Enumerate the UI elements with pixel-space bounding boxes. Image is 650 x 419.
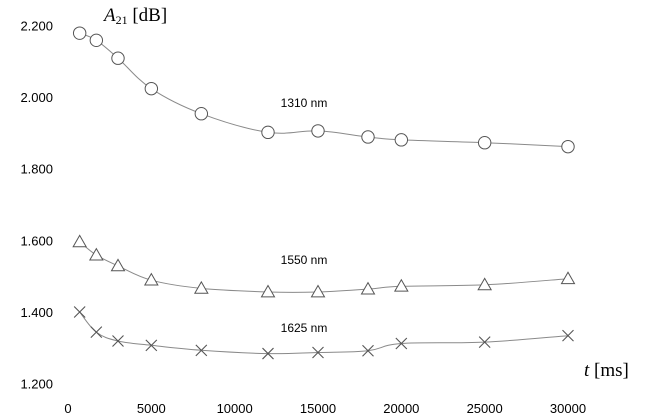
x-tick-label: 15000 <box>300 401 336 416</box>
y-axis-unit: [dB] <box>128 5 168 26</box>
y-axis-symbol: A <box>102 5 116 26</box>
data-point-circle <box>261 125 275 140</box>
data-point-triangle <box>477 277 493 291</box>
data-point-triangle <box>88 247 104 261</box>
series-label: 1625 nm <box>281 321 328 335</box>
data-point-cross <box>112 335 124 347</box>
data-point-circle <box>194 107 209 121</box>
x-tick-label: 30000 <box>550 401 586 416</box>
data-point-circle <box>72 26 87 40</box>
series-label: 1310 nm <box>281 96 328 110</box>
data-point-triangle <box>143 272 159 286</box>
series-line <box>79 311 569 355</box>
x-axis-symbol: t <box>584 360 590 381</box>
x-axis-ticks: 0 5000 10000 15000 20000 25000 30000 <box>64 401 586 416</box>
data-point-triangle <box>360 281 376 295</box>
data-point-cross <box>478 336 491 349</box>
y-axis-subscript: 21 <box>116 13 128 27</box>
data-point-cross <box>73 306 86 318</box>
data-point-circle <box>361 130 375 144</box>
data-point-triangle <box>260 284 276 298</box>
x-axis-unit: [ms] <box>589 360 629 381</box>
data-point-cross <box>262 347 274 360</box>
y-tick-label: 1.600 <box>20 233 53 248</box>
data-point-circle <box>394 133 409 147</box>
data-point-cross <box>362 344 374 357</box>
data-point-triangle <box>193 280 209 294</box>
data-point-triangle <box>560 271 576 285</box>
series-label: 1550 nm <box>281 253 328 267</box>
data-point-triangle <box>310 284 326 298</box>
y-tick-label: 1.400 <box>20 305 53 320</box>
data-point-cross <box>195 344 208 357</box>
data-point-cross <box>395 337 408 350</box>
x-tick-label: 25000 <box>467 401 503 416</box>
data-point-circle <box>89 33 104 48</box>
y-tick-label: 1.800 <box>20 162 53 177</box>
data-point-circle <box>144 81 159 96</box>
y-tick-label: 1.200 <box>20 377 53 392</box>
y-tick-label: 2.200 <box>20 19 53 34</box>
data-point-circle <box>111 51 125 65</box>
data-point-circle <box>561 139 575 154</box>
data-point-circle <box>311 124 325 138</box>
data-point-cross <box>90 326 103 338</box>
x-tick-label: 0 <box>64 401 71 416</box>
y-axis-title: A21 [dB] <box>102 5 167 27</box>
data-point-cross <box>562 329 574 342</box>
data-point-triangle <box>110 258 126 272</box>
data-point-triangle <box>72 234 88 248</box>
y-axis-ticks: 1.200 1.400 1.600 1.800 2.000 2.200 <box>20 19 53 392</box>
x-tick-label: 5000 <box>137 401 166 416</box>
data-point-circle <box>477 136 492 150</box>
x-axis-title: t [ms] <box>584 360 629 381</box>
y-tick-label: 2.000 <box>20 90 53 105</box>
data-point-cross <box>145 339 158 352</box>
data-point-cross <box>312 346 324 359</box>
x-tick-label: 20000 <box>383 401 419 416</box>
x-tick-label: 10000 <box>217 401 253 416</box>
data-point-triangle <box>393 278 409 292</box>
